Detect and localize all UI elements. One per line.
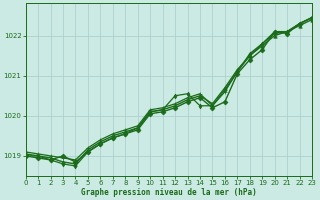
X-axis label: Graphe pression niveau de la mer (hPa): Graphe pression niveau de la mer (hPa): [81, 188, 257, 197]
